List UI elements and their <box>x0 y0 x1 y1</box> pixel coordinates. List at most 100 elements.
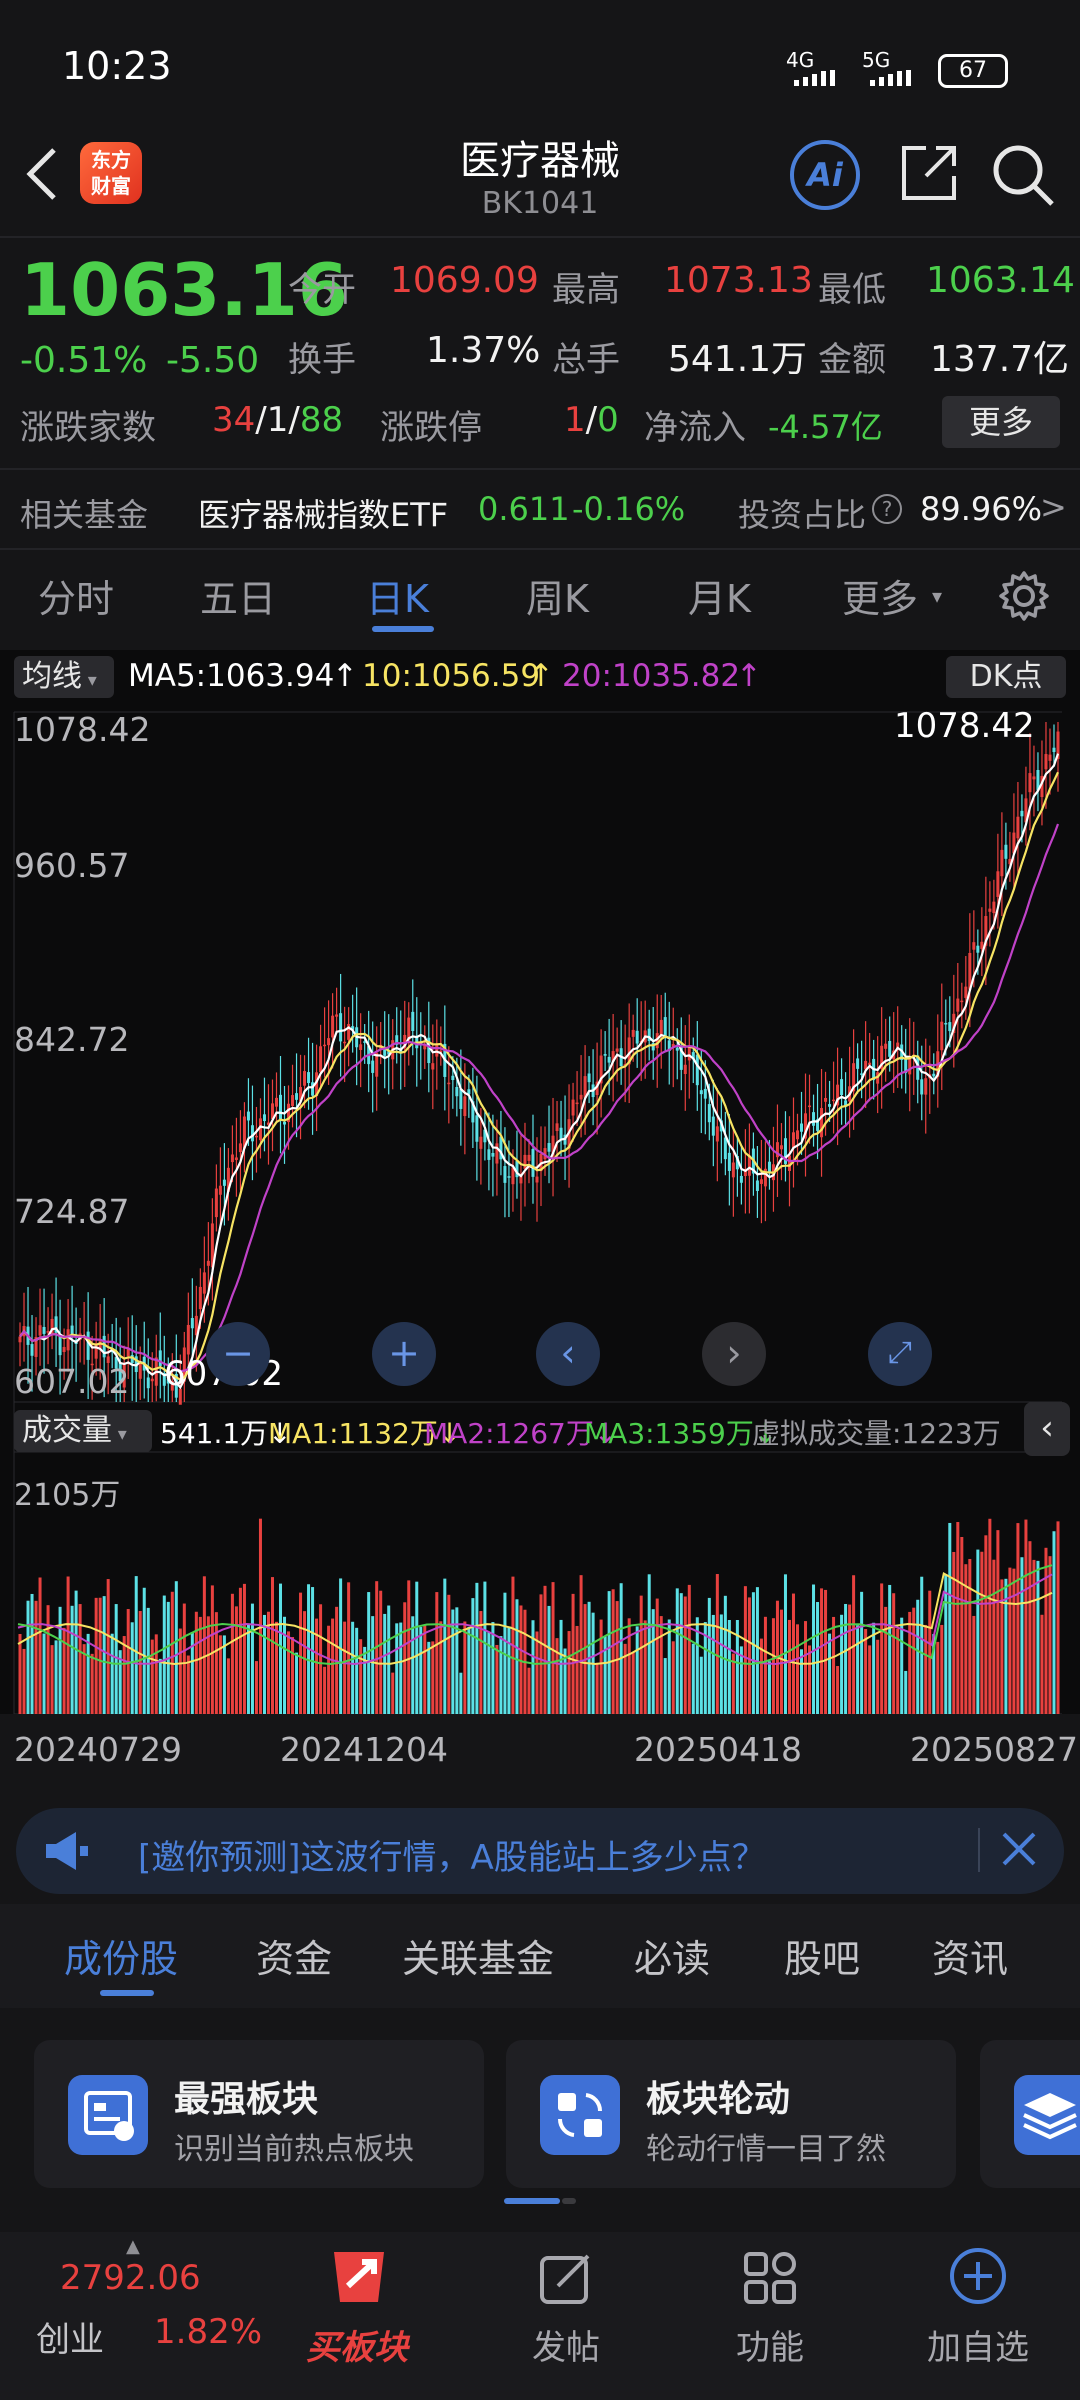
tab-weekly-k[interactable]: 周K <box>526 577 589 621</box>
zoom-in-icon[interactable]: + <box>372 1322 436 1386</box>
app-logo: 东方 财富 <box>80 142 142 204</box>
chevron-right-icon[interactable]: > <box>1040 488 1067 526</box>
tab-constituents[interactable]: 成份股 <box>64 1937 179 1981</box>
volume-bar <box>759 1638 763 1714</box>
tab-capital[interactable]: 资金 <box>256 1937 333 1981</box>
volume-bar <box>928 1590 932 1714</box>
volume-type-selector[interactable]: 成交量 ▾ <box>14 1410 152 1452</box>
candle <box>1024 798 1028 823</box>
back-icon[interactable] <box>22 144 62 208</box>
volume-bar <box>908 1611 912 1714</box>
volume-bar <box>667 1619 671 1714</box>
tab-daily-k[interactable]: 日K <box>366 577 429 621</box>
zoom-out-icon[interactable]: − <box>206 1322 270 1386</box>
fullscreen-icon[interactable]: ⤢ <box>868 1322 932 1386</box>
share-icon[interactable] <box>898 142 960 208</box>
volume-bar <box>114 1604 118 1714</box>
dk-point-button[interactable]: DK点 <box>946 656 1066 698</box>
candle <box>812 1112 816 1126</box>
ai-icon[interactable]: Ai <box>790 140 860 210</box>
candle <box>347 1024 351 1040</box>
candle <box>202 1272 206 1294</box>
tab-five-day[interactable]: 五日 <box>200 577 277 621</box>
volume-bar <box>98 1597 102 1714</box>
volume-bar <box>250 1603 254 1714</box>
candle <box>1032 776 1036 780</box>
kline-chart-area[interactable]: 均线 ▾ MA5:1063.94 ↑ 10:1056.59 ↑ 20:1035.… <box>0 650 1080 1790</box>
netflow-value: -4.57亿 <box>768 408 883 446</box>
tab-news[interactable]: 资讯 <box>932 1937 1009 1981</box>
collapse-panel-icon[interactable]: ‹ <box>1024 1402 1070 1456</box>
volume-bar <box>615 1601 619 1714</box>
more-button[interactable]: 更多 <box>942 396 1060 448</box>
price-axis-label: 1078.42 <box>14 710 151 749</box>
volume-bar <box>142 1587 146 1714</box>
ma-type-selector[interactable]: 均线 ▾ <box>14 656 114 698</box>
help-icon[interactable]: ? <box>872 494 902 524</box>
volume-bar <box>58 1606 62 1714</box>
volume-bar <box>559 1619 563 1714</box>
candle <box>691 1052 695 1060</box>
banner-text[interactable]: [邀你预测]这波行情，A股能站上多少点？ <box>138 1838 766 1878</box>
volume-bar <box>904 1670 908 1714</box>
tab-more[interactable]: 更多 <box>842 577 919 621</box>
volume-bar <box>607 1591 611 1714</box>
layers-card[interactable] <box>980 2040 1080 2188</box>
candle <box>210 1223 214 1268</box>
fund-name[interactable]: 医疗器械指数ETF <box>198 496 449 534</box>
volume-bar <box>210 1585 214 1714</box>
prediction-banner[interactable]: [邀你预测]这波行情，A股能站上多少点？ <box>16 1808 1064 1894</box>
gear-icon[interactable] <box>998 570 1050 626</box>
price-axis-label: 724.87 <box>14 1192 130 1231</box>
candle <box>924 1078 928 1095</box>
divider <box>0 468 1080 470</box>
add-watchlist-label: 加自选 <box>927 2328 1029 2368</box>
volume-bar <box>968 1558 972 1714</box>
candle <box>611 1051 615 1062</box>
volume-bar <box>62 1627 66 1714</box>
volume-bar <box>1040 1614 1044 1714</box>
candle <box>940 1021 944 1051</box>
volume-bar <box>395 1623 399 1714</box>
megaphone-icon <box>42 1826 92 1880</box>
scroll-left-icon[interactable]: ‹ <box>536 1322 600 1386</box>
volume-bar <box>791 1593 795 1714</box>
candle <box>178 1388 182 1405</box>
candle <box>279 1094 283 1120</box>
sector-rotation-card[interactable]: 板块轮动 轮动行情一目了然 <box>506 2040 956 2188</box>
tab-forum[interactable]: 股吧 <box>784 1937 861 1981</box>
close-icon[interactable] <box>996 1826 1042 1876</box>
volume-bar <box>884 1606 888 1714</box>
volume-bar <box>599 1619 603 1714</box>
candle <box>695 1054 699 1086</box>
candle <box>375 1052 379 1077</box>
volume-bar <box>543 1585 547 1714</box>
divider <box>0 548 1080 550</box>
volume-bar <box>475 1582 479 1714</box>
search-icon[interactable] <box>990 142 1056 212</box>
strongest-sector-card[interactable]: 最强板块 识别当前热点板块 <box>34 2040 484 2188</box>
tab-related-funds[interactable]: 关联基金 <box>402 1937 555 1981</box>
volume-bar <box>274 1621 278 1714</box>
volume-bar <box>888 1584 892 1714</box>
volume-bar <box>715 1574 719 1714</box>
change-value: -5.50 <box>166 340 260 381</box>
scroll-right-icon[interactable]: › <box>702 1322 766 1386</box>
candle <box>383 1049 387 1056</box>
card-title: 板块轮动 <box>646 2079 791 2120</box>
candle <box>190 1318 194 1329</box>
tab-monthly-k[interactable]: 月K <box>688 577 751 621</box>
open-value: 1069.09 <box>390 260 539 301</box>
volume-bar <box>158 1658 162 1714</box>
tab-intraday[interactable]: 分时 <box>38 577 115 621</box>
tab-must-read[interactable]: 必读 <box>634 1937 711 1981</box>
candle <box>852 1063 856 1092</box>
volume-bar <box>856 1625 860 1714</box>
volume-bar <box>767 1661 771 1714</box>
volume-bar <box>735 1620 739 1714</box>
candle <box>671 1044 675 1048</box>
fund-label: 相关基金 <box>20 496 149 534</box>
volume-bar <box>343 1621 347 1714</box>
volume-bar <box>226 1658 230 1714</box>
candle <box>571 1099 575 1116</box>
